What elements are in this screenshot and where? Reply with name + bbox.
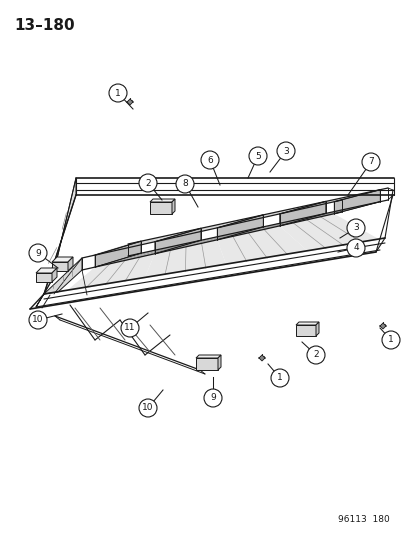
Text: 11: 11 [124, 324, 135, 333]
Text: 2: 2 [145, 179, 150, 188]
Polygon shape [315, 322, 318, 336]
Circle shape [29, 244, 47, 262]
Text: 3: 3 [282, 147, 288, 156]
Text: 6: 6 [206, 156, 212, 165]
Polygon shape [44, 258, 82, 294]
Polygon shape [171, 199, 175, 214]
Polygon shape [150, 199, 175, 202]
Circle shape [276, 142, 294, 160]
Text: 1: 1 [387, 335, 393, 344]
Polygon shape [154, 228, 200, 254]
Text: 7: 7 [367, 157, 373, 166]
Text: 1: 1 [115, 88, 121, 98]
Text: 10: 10 [142, 403, 153, 413]
Polygon shape [379, 323, 385, 329]
Circle shape [139, 174, 157, 192]
Polygon shape [82, 188, 387, 258]
Polygon shape [36, 178, 76, 307]
Circle shape [346, 219, 364, 237]
Polygon shape [295, 322, 318, 325]
Polygon shape [66, 254, 154, 291]
Polygon shape [259, 355, 264, 361]
Polygon shape [218, 355, 221, 370]
Polygon shape [217, 226, 307, 265]
Polygon shape [36, 273, 52, 282]
Polygon shape [127, 99, 133, 105]
Circle shape [139, 399, 157, 417]
Circle shape [361, 153, 379, 171]
Circle shape [381, 331, 399, 349]
Text: 5: 5 [254, 151, 260, 160]
Text: 10: 10 [32, 316, 44, 325]
Text: 4: 4 [352, 244, 358, 253]
Circle shape [176, 175, 194, 193]
Text: 3: 3 [352, 223, 358, 232]
Polygon shape [217, 213, 325, 240]
Polygon shape [279, 201, 325, 226]
Text: 9: 9 [210, 393, 215, 402]
Polygon shape [144, 240, 226, 278]
Polygon shape [154, 227, 263, 254]
Text: 1: 1 [276, 374, 282, 383]
Polygon shape [195, 358, 218, 370]
Circle shape [306, 346, 324, 364]
Polygon shape [295, 325, 315, 336]
Polygon shape [333, 190, 379, 214]
Polygon shape [52, 262, 68, 271]
Circle shape [201, 151, 218, 169]
Polygon shape [195, 355, 221, 358]
Text: 9: 9 [35, 248, 41, 257]
Polygon shape [150, 202, 171, 214]
Circle shape [346, 239, 364, 257]
Circle shape [109, 84, 127, 102]
Polygon shape [95, 240, 200, 267]
Text: 8: 8 [182, 180, 188, 189]
Circle shape [121, 319, 139, 337]
Circle shape [271, 369, 288, 387]
Polygon shape [279, 214, 379, 252]
Circle shape [29, 311, 47, 329]
Polygon shape [52, 268, 57, 282]
Polygon shape [36, 268, 57, 273]
Text: 96113  180: 96113 180 [337, 515, 389, 524]
Circle shape [248, 147, 266, 165]
Polygon shape [52, 257, 73, 262]
Polygon shape [68, 257, 73, 271]
Circle shape [204, 389, 221, 407]
Polygon shape [217, 215, 263, 240]
Polygon shape [279, 201, 379, 226]
Polygon shape [95, 241, 141, 267]
Text: 13–180: 13–180 [14, 18, 74, 33]
Text: 2: 2 [312, 351, 318, 359]
